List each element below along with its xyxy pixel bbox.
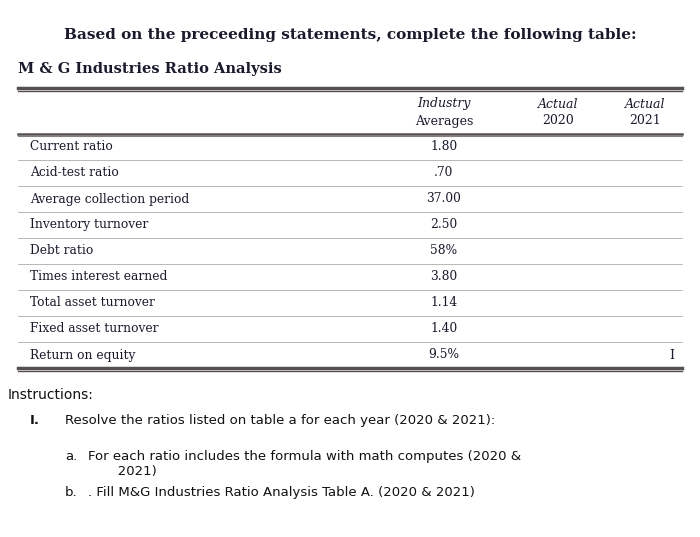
Text: Acid-test ratio: Acid-test ratio bbox=[30, 166, 119, 179]
Text: Averages: Averages bbox=[415, 114, 473, 127]
Text: 9.5%: 9.5% bbox=[428, 349, 459, 361]
Text: Average collection period: Average collection period bbox=[30, 192, 189, 206]
Text: Actual: Actual bbox=[624, 98, 665, 111]
Text: 2021: 2021 bbox=[629, 114, 661, 127]
Text: . Fill M&G Industries Ratio Analysis Table A. (2020 & 2021): . Fill M&G Industries Ratio Analysis Tab… bbox=[88, 486, 475, 499]
Text: Resolve the ratios listed on table a for each year (2020 & 2021):: Resolve the ratios listed on table a for… bbox=[65, 414, 496, 427]
Text: M & G Industries Ratio Analysis: M & G Industries Ratio Analysis bbox=[18, 62, 281, 76]
Text: For each ratio includes the formula with math computes (2020 &
       2021): For each ratio includes the formula with… bbox=[88, 450, 521, 478]
Text: 1.40: 1.40 bbox=[430, 323, 458, 336]
Text: Actual: Actual bbox=[538, 98, 578, 111]
Text: I.: I. bbox=[30, 414, 40, 427]
Text: Current ratio: Current ratio bbox=[30, 141, 113, 154]
Text: Times interest earned: Times interest earned bbox=[30, 271, 167, 284]
Text: 2.50: 2.50 bbox=[430, 219, 458, 231]
Text: Instructions:: Instructions: bbox=[8, 388, 94, 402]
Text: Based on the preceeding statements, complete the following table:: Based on the preceeding statements, comp… bbox=[64, 28, 636, 42]
Text: 37.00: 37.00 bbox=[426, 192, 461, 206]
Text: I: I bbox=[669, 349, 674, 362]
Text: 1.80: 1.80 bbox=[430, 141, 458, 154]
Text: Total asset turnover: Total asset turnover bbox=[30, 296, 155, 309]
Text: b.: b. bbox=[65, 486, 78, 499]
Text: Debt ratio: Debt ratio bbox=[30, 244, 93, 258]
Text: Return on equity: Return on equity bbox=[30, 349, 135, 361]
Text: Industry: Industry bbox=[417, 98, 470, 111]
Text: a.: a. bbox=[65, 450, 77, 463]
Text: 1.14: 1.14 bbox=[430, 296, 458, 309]
Text: .70: .70 bbox=[434, 166, 454, 179]
Text: 2020: 2020 bbox=[542, 114, 574, 127]
Text: Fixed asset turnover: Fixed asset turnover bbox=[30, 323, 158, 336]
Text: Inventory turnover: Inventory turnover bbox=[30, 219, 148, 231]
Text: 58%: 58% bbox=[430, 244, 458, 258]
Text: 3.80: 3.80 bbox=[430, 271, 458, 284]
